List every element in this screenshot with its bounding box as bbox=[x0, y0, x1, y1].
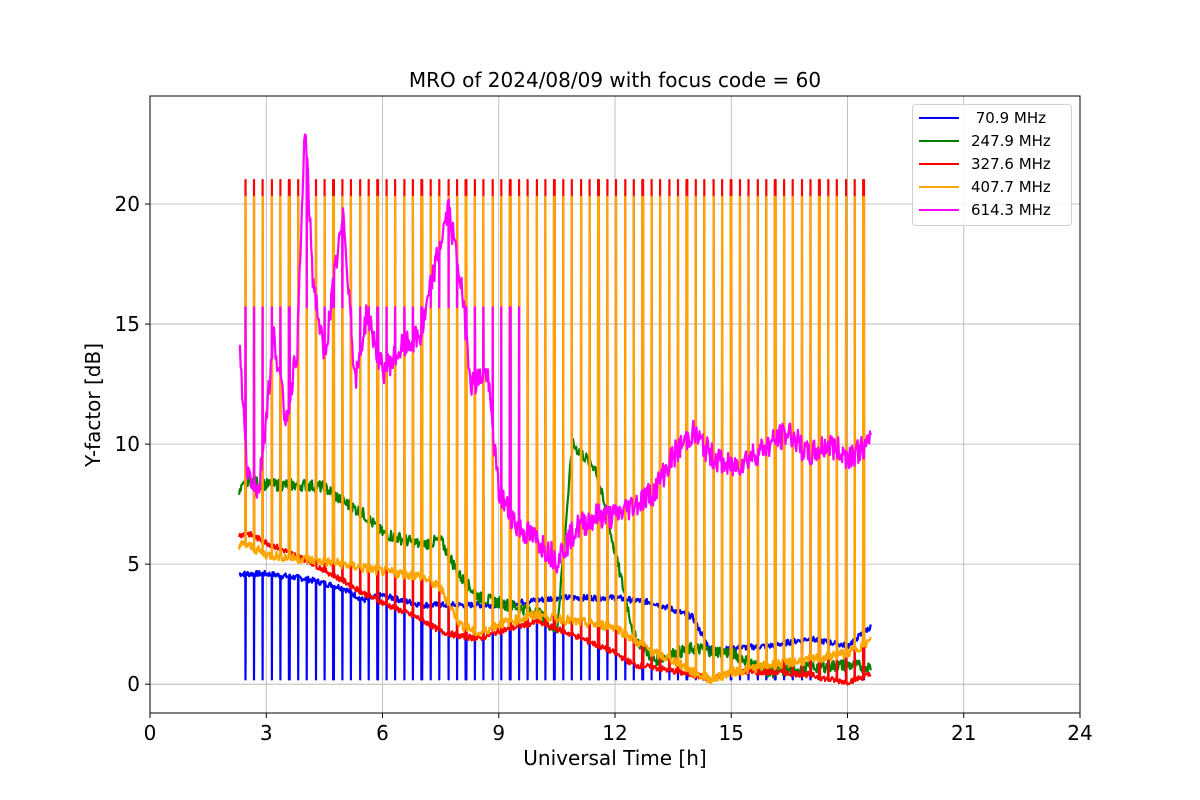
legend-label: 614.3 MHz bbox=[971, 201, 1051, 219]
x-tick-label: 6 bbox=[376, 721, 389, 745]
series-line bbox=[238, 133, 872, 574]
y-tick-label: 5 bbox=[127, 552, 140, 576]
y-axis-label: Y-factor [dB] bbox=[81, 342, 105, 468]
x-tick-label: 12 bbox=[602, 721, 627, 745]
legend-item-327-6-mhz: 327.6 MHz bbox=[919, 154, 1051, 174]
legend-item-614-3-mhz: 614.3 MHz bbox=[919, 200, 1051, 220]
legend-item-407-7-mhz: 407.7 MHz bbox=[919, 177, 1051, 197]
y-tick-label: 0 bbox=[127, 672, 140, 696]
plot-frame bbox=[149, 95, 1081, 714]
x-tick-label: 3 bbox=[260, 721, 273, 745]
legend-swatch bbox=[919, 209, 959, 211]
legend-label: 407.7 MHz bbox=[971, 178, 1051, 196]
x-tick-label: 18 bbox=[835, 721, 860, 745]
legend-label: 247.9 MHz bbox=[971, 132, 1051, 150]
x-tick-label: 24 bbox=[1067, 721, 1092, 745]
axis-layer: 0 3 6 9 12 15 18 21 24 0 5 10 15 20 bbox=[115, 95, 1093, 745]
legend-swatch bbox=[919, 117, 959, 119]
x-tick-label: 21 bbox=[951, 721, 976, 745]
legend-label: 327.6 MHz bbox=[971, 155, 1051, 173]
legend-swatch bbox=[919, 163, 959, 165]
legend-swatch bbox=[919, 186, 959, 188]
series-line bbox=[238, 195, 872, 685]
legend-label: 70.9 MHz bbox=[971, 109, 1047, 127]
legend-item-70-9-mhz: 70.9 MHz bbox=[919, 108, 1046, 128]
legend: 70.9 MHz 247.9 MHz 327.6 MHz 407.7 MHz 6… bbox=[912, 104, 1072, 226]
legend-swatch bbox=[919, 140, 959, 142]
x-tick-label: 15 bbox=[719, 721, 744, 745]
y-tick-label: 20 bbox=[115, 192, 140, 216]
x-tick-label: 9 bbox=[492, 721, 505, 745]
y-tick-label: 10 bbox=[115, 432, 140, 456]
legend-item-247-9-mhz: 247.9 MHz bbox=[919, 131, 1051, 151]
x-axis-label: Universal Time [h] bbox=[523, 746, 707, 770]
series-layer bbox=[238, 133, 872, 686]
chart-title: MRO of 2024/08/09 with focus code = 60 bbox=[408, 68, 822, 92]
x-tick-label: 0 bbox=[144, 721, 157, 745]
y-tick-label: 15 bbox=[115, 312, 140, 336]
